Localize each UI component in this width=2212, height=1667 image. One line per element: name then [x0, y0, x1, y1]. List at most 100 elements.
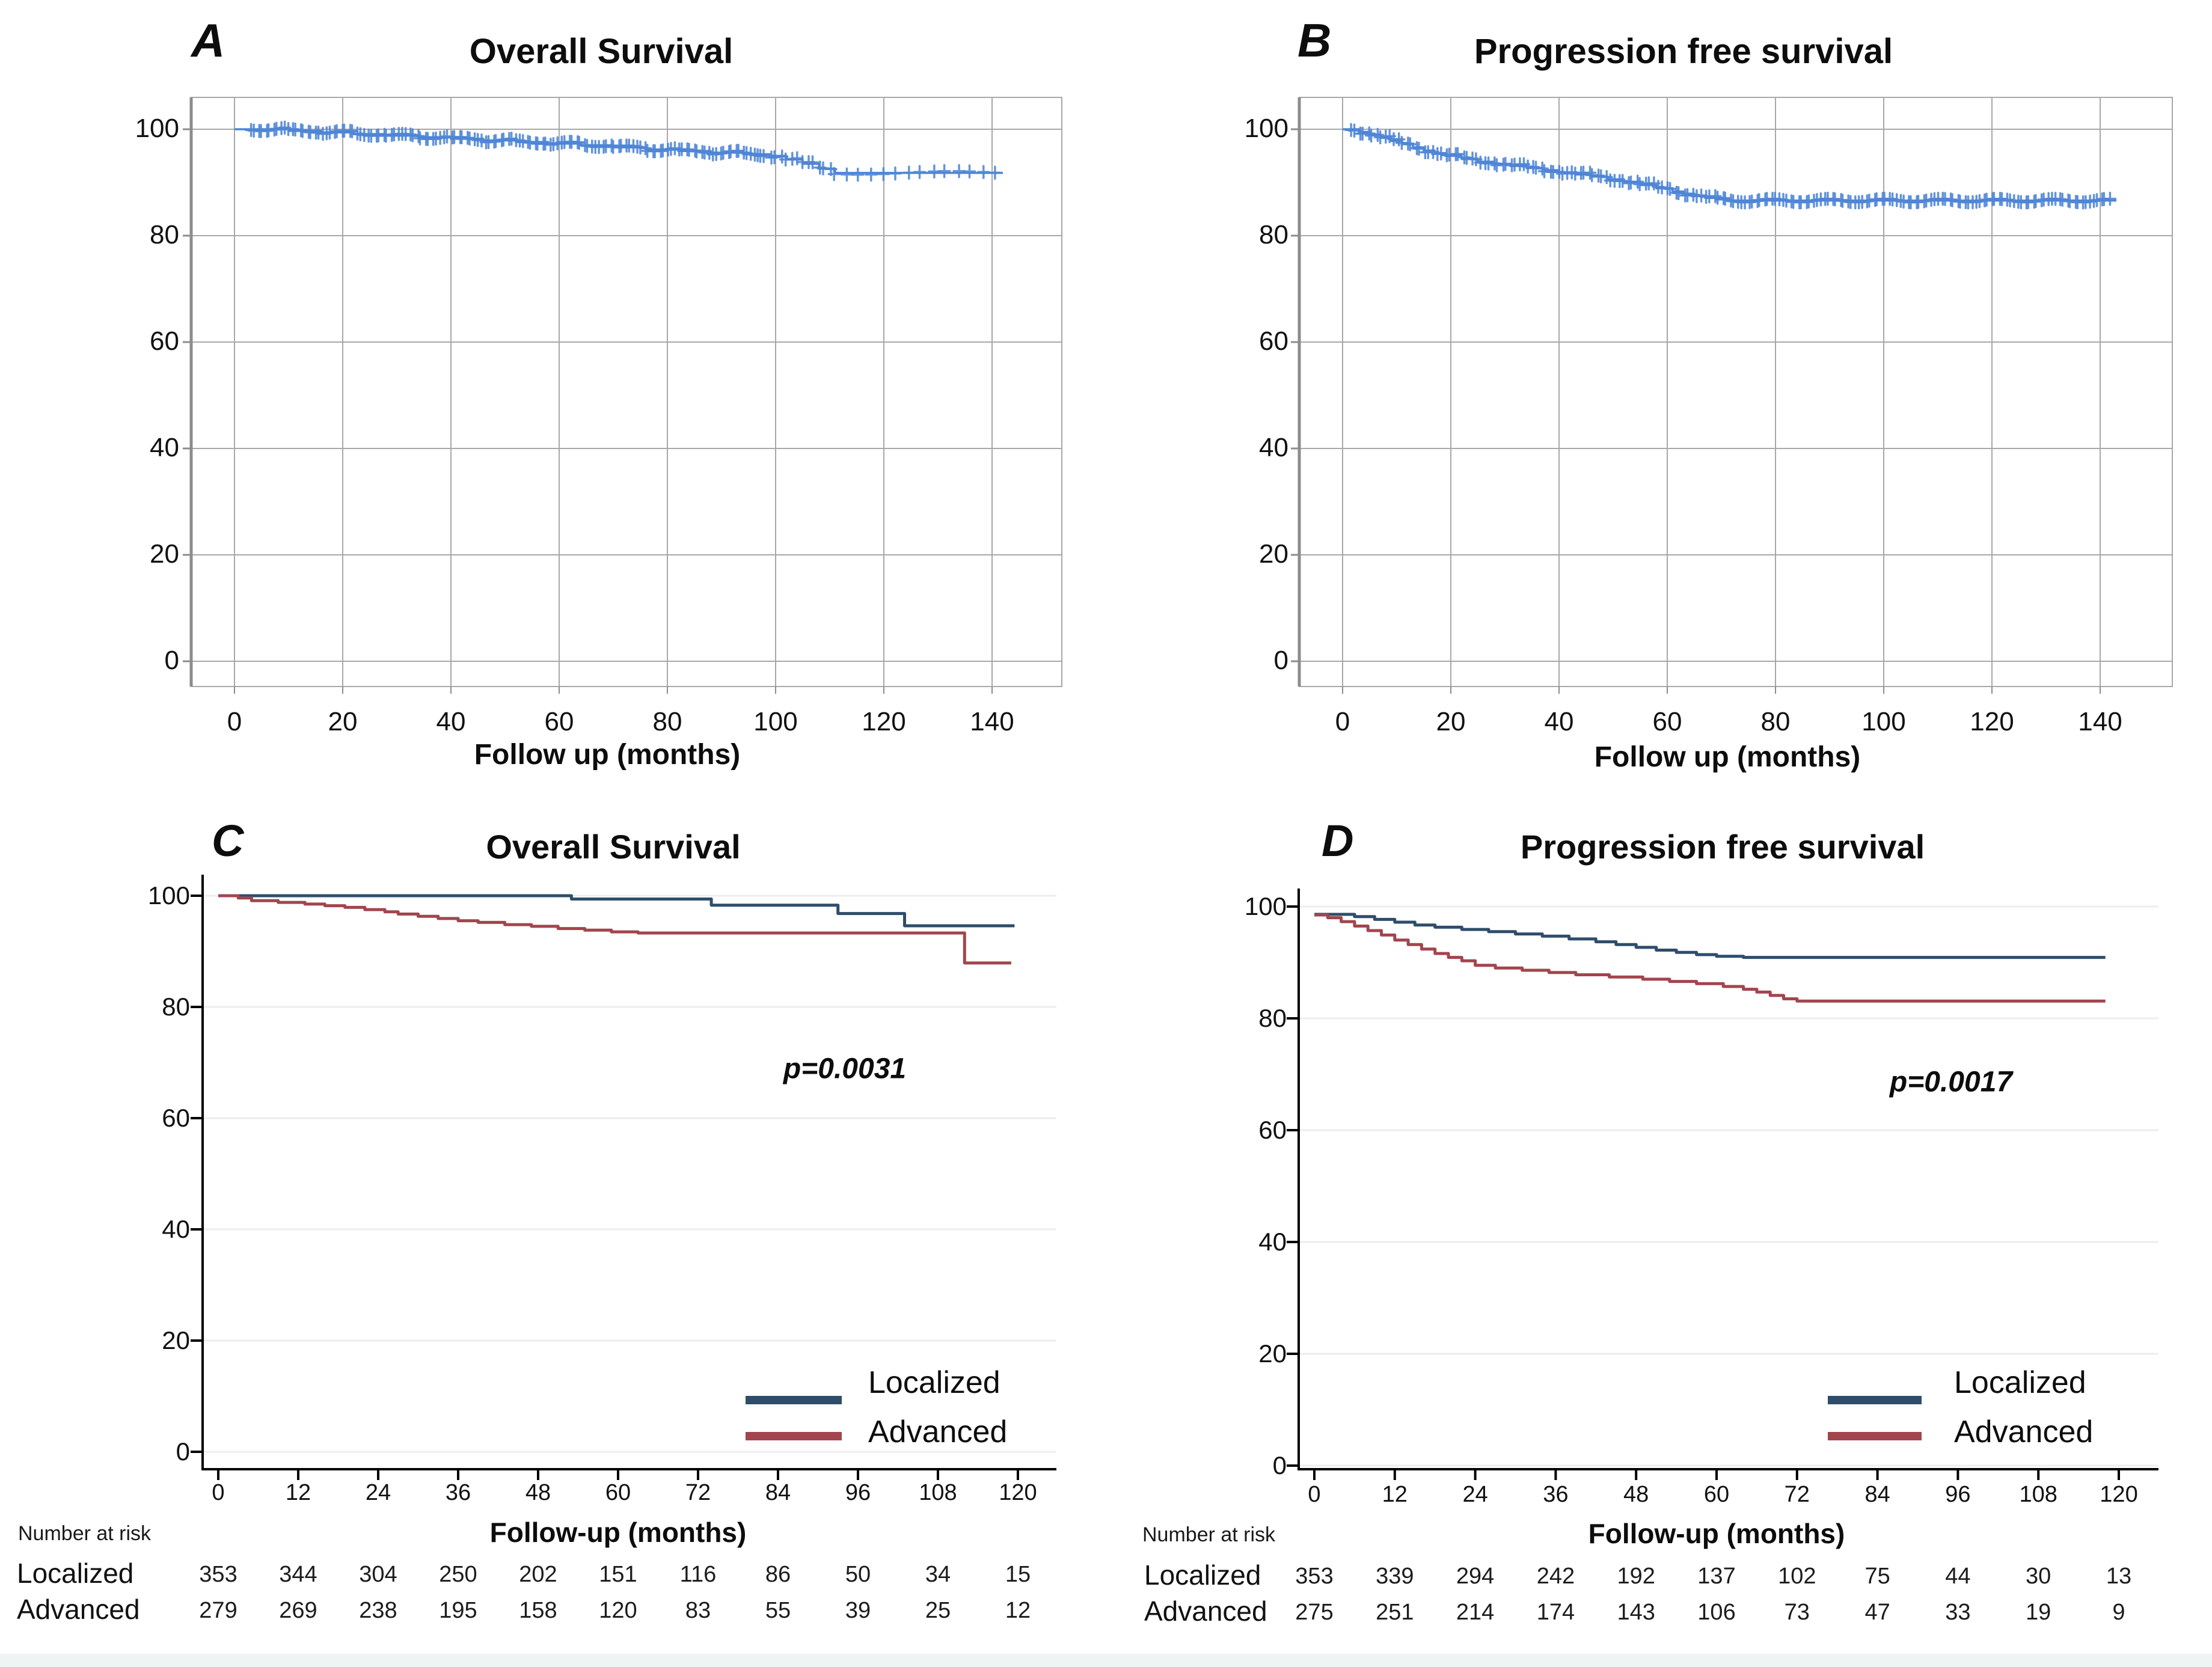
x-tick-label: 96 — [1945, 1482, 1971, 1507]
risk-count: 75 — [1864, 1564, 1890, 1589]
y-tick-label: 60 — [162, 1104, 190, 1132]
x-tick-label: 80 — [652, 707, 682, 736]
panel-d-title: Progression free survival — [1520, 828, 1925, 866]
censor-mark — [902, 165, 916, 180]
censor-mark — [937, 164, 951, 179]
censor-mark — [1536, 161, 1549, 176]
censor-mark — [757, 148, 770, 164]
risk-count: 242 — [1536, 1564, 1575, 1589]
risk-count: 192 — [1617, 1564, 1655, 1589]
censor-mark — [840, 167, 854, 182]
risk-count: 120 — [599, 1598, 637, 1623]
y-tick-label: 80 — [150, 220, 179, 249]
legend-swatch-advanced — [1828, 1432, 1922, 1440]
censor-mark — [732, 144, 745, 158]
censor-mark — [1631, 174, 1644, 189]
y-tick-label: 100 — [1244, 114, 1288, 143]
y-tick-label: 40 — [162, 1215, 190, 1243]
y-tick-label: 100 — [135, 114, 179, 143]
x-tick-label: 48 — [525, 1480, 551, 1505]
panel-c-pvalue: p=0.0031 — [783, 1053, 907, 1085]
x-tick-label: 100 — [753, 707, 798, 736]
y-tick-label: 0 — [176, 1437, 190, 1466]
risk-count: 116 — [679, 1562, 717, 1587]
x-tick-label: 24 — [1462, 1482, 1488, 1507]
censor-mark — [1451, 147, 1465, 162]
panel-b-letter: B — [1297, 14, 1332, 67]
risk-row-label-localized: Localized — [17, 1558, 134, 1589]
censor-mark — [2103, 191, 2117, 206]
y-tick-label: 100 — [1244, 892, 1287, 920]
legend-swatch-localized — [746, 1396, 842, 1404]
y-tick-label: 0 — [164, 646, 179, 675]
risk-count: 353 — [199, 1562, 237, 1587]
x-tick-label: 24 — [365, 1480, 391, 1505]
y-tick-label: 60 — [1259, 326, 1288, 356]
panel-c-letter: C — [212, 816, 244, 866]
x-tick-label: 108 — [919, 1480, 957, 1505]
censor-mark — [1663, 182, 1677, 196]
panel-d-legend-label-localized: Localized — [1954, 1365, 2086, 1400]
x-tick-label: 0 — [227, 707, 242, 736]
risk-count: 55 — [765, 1598, 791, 1623]
censor-mark — [806, 155, 820, 170]
risk-count: 151 — [599, 1562, 637, 1587]
km-curve-localized — [218, 894, 1015, 928]
risk-count: 269 — [279, 1598, 317, 1623]
risk-count: 344 — [279, 1562, 317, 1587]
panel-b-title: Progression free survival — [1474, 32, 1893, 71]
risk-count: 44 — [1945, 1564, 1971, 1589]
x-tick-label: 40 — [436, 707, 466, 736]
risk-count: 102 — [1778, 1564, 1816, 1589]
x-tick-label: 0 — [1308, 1482, 1321, 1507]
risk-count: 30 — [2026, 1564, 2051, 1589]
censor-mark — [1435, 146, 1448, 161]
censor-mark — [1371, 127, 1385, 142]
x-tick-label: 20 — [1436, 707, 1466, 736]
x-tick-label: 36 — [1543, 1482, 1569, 1507]
x-tick-label: 0 — [1335, 707, 1350, 736]
x-tick-label: 60 — [1703, 1482, 1730, 1507]
panel-a-letter: A — [191, 14, 225, 67]
x-tick-label: 100 — [1861, 707, 1906, 736]
x-tick-label: 40 — [1544, 707, 1574, 736]
x-tick-label: 120 — [862, 707, 906, 736]
censor-mark — [1347, 123, 1361, 138]
x-tick-label: 84 — [1864, 1482, 1890, 1507]
risk-row-label-advanced: Advanced — [1144, 1595, 1267, 1627]
x-tick-label: 12 — [1382, 1482, 1408, 1507]
censor-mark — [851, 167, 865, 182]
panel-d-letter: D — [1322, 816, 1354, 866]
risk-count: 86 — [765, 1562, 791, 1587]
risk-count: 143 — [1617, 1600, 1655, 1625]
risk-count: 106 — [1697, 1600, 1736, 1625]
censor-mark — [1671, 186, 1685, 201]
x-tick-label: 108 — [2019, 1482, 2057, 1507]
censor-mark — [1718, 191, 1732, 206]
x-tick-label: 84 — [765, 1480, 791, 1505]
y-tick-label: 20 — [1258, 1339, 1287, 1368]
x-tick-label: 120 — [999, 1480, 1037, 1505]
risk-count: 13 — [2106, 1564, 2132, 1589]
risk-count: 15 — [1005, 1562, 1031, 1587]
censor-mark — [977, 165, 990, 179]
km-curve-localized — [1314, 913, 2106, 959]
censor-mark — [889, 166, 902, 181]
risk-count: 275 — [1295, 1600, 1334, 1625]
risk-count: 39 — [845, 1598, 871, 1623]
x-tick-label: 72 — [685, 1480, 711, 1505]
censor-mark — [952, 164, 966, 179]
risk-count: 47 — [1864, 1600, 1890, 1625]
panel-d-legend-label-advanced: Advanced — [1954, 1415, 2094, 1449]
censor-mark — [865, 167, 878, 182]
censor-mark — [928, 164, 941, 179]
risk-count: 294 — [1456, 1564, 1495, 1589]
y-tick-label: 40 — [1258, 1228, 1287, 1256]
y-tick-label: 20 — [150, 539, 179, 569]
panel-d-pvalue: p=0.0017 — [1889, 1066, 2013, 1098]
km-curve-advanced — [1314, 913, 2106, 1003]
censor-mark — [1709, 189, 1722, 203]
censor-mark — [1403, 137, 1417, 151]
censor-mark — [988, 165, 1002, 180]
